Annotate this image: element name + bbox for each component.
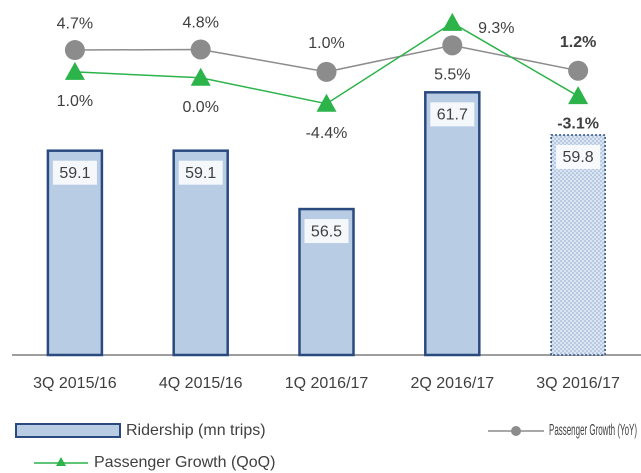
value-label-bg bbox=[178, 160, 223, 185]
value-label: -4.4% bbox=[306, 125, 348, 142]
value-label: 59.1 bbox=[185, 165, 216, 182]
value-label-bg bbox=[52, 160, 97, 185]
legend-marker bbox=[511, 426, 521, 436]
x-tick-label: 4Q 2015/16 bbox=[159, 375, 243, 392]
marker bbox=[190, 67, 211, 86]
value-label: 4.8% bbox=[182, 15, 218, 32]
value-label-bg bbox=[304, 219, 349, 244]
bar bbox=[172, 149, 229, 357]
value-label-bg bbox=[556, 144, 601, 169]
value-label: 61.7 bbox=[437, 107, 468, 124]
legend-label: Ridership (mn trips) bbox=[126, 422, 266, 439]
marker bbox=[568, 86, 589, 105]
legend-label: Passenger Growth (QoQ) bbox=[94, 454, 275, 471]
marker bbox=[316, 93, 337, 112]
x-tick-label: 3Q 2016/17 bbox=[536, 375, 620, 392]
value-label: 59.8 bbox=[563, 149, 594, 166]
value-label: 5.5% bbox=[434, 67, 470, 84]
bar bbox=[46, 149, 104, 357]
x-tick-label: 3Q 2015/16 bbox=[33, 375, 117, 392]
marker bbox=[64, 40, 85, 61]
marker bbox=[190, 39, 211, 60]
legend-label: Passenger Growth (YoY) bbox=[549, 422, 637, 439]
value-label: 4.7% bbox=[57, 15, 93, 32]
value-label: 1.2% bbox=[560, 34, 596, 51]
value-label: -3.1% bbox=[557, 115, 599, 132]
x-tick-label: 1Q 2016/17 bbox=[285, 375, 369, 392]
value-label: 0.0% bbox=[182, 99, 218, 116]
marker bbox=[316, 61, 337, 82]
marker bbox=[568, 60, 589, 81]
bar bbox=[424, 91, 481, 357]
legend-marker bbox=[56, 457, 66, 466]
value-label: 1.0% bbox=[308, 35, 344, 52]
legend-swatch bbox=[15, 423, 121, 438]
bar bbox=[550, 134, 606, 356]
value-label: 1.0% bbox=[57, 93, 93, 110]
marker bbox=[442, 35, 463, 56]
value-label: 56.5 bbox=[311, 223, 342, 240]
marker bbox=[64, 61, 85, 80]
value-label: 59.1 bbox=[59, 165, 90, 182]
value-label: 9.3% bbox=[478, 20, 514, 37]
value-label-bg bbox=[430, 102, 475, 127]
x-tick-label: 2Q 2016/17 bbox=[410, 375, 494, 392]
marker bbox=[442, 12, 463, 31]
